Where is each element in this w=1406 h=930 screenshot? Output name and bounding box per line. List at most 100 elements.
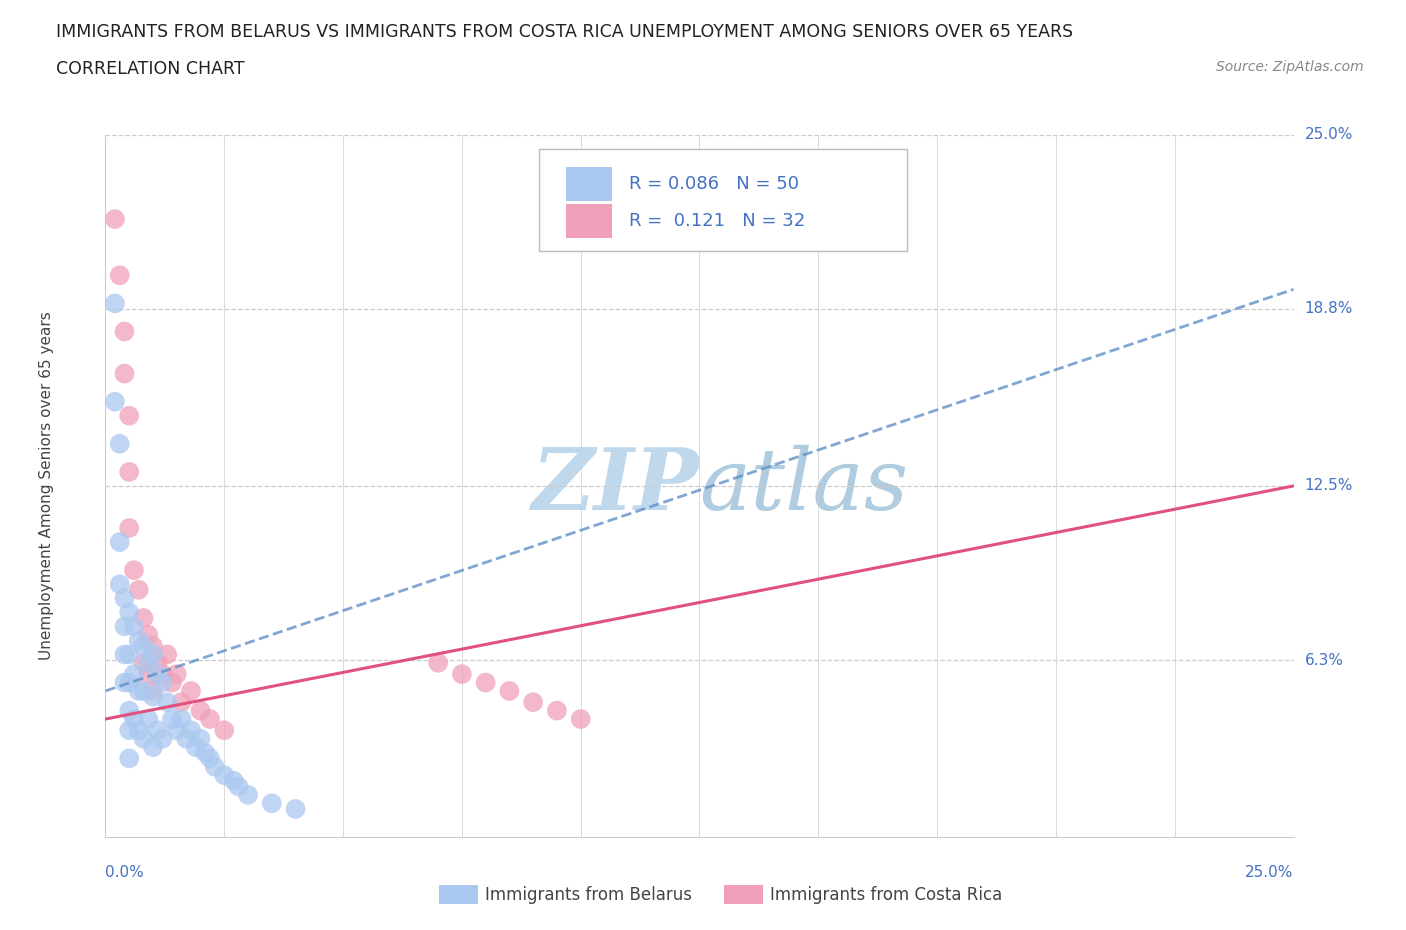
Text: 0.0%: 0.0% xyxy=(105,865,145,880)
Point xyxy=(214,723,236,737)
Point xyxy=(190,703,212,718)
Point xyxy=(160,711,183,726)
Point xyxy=(118,521,141,536)
Text: R = 0.086   N = 50: R = 0.086 N = 50 xyxy=(630,175,800,193)
Text: 18.8%: 18.8% xyxy=(1305,301,1353,316)
Point xyxy=(228,779,250,794)
Text: atlas: atlas xyxy=(700,445,908,527)
Text: Immigrants from Belarus: Immigrants from Belarus xyxy=(485,885,692,904)
FancyBboxPatch shape xyxy=(567,167,612,201)
Point xyxy=(108,577,131,591)
Point xyxy=(190,731,212,746)
Point xyxy=(108,436,131,451)
Point xyxy=(160,675,183,690)
Point xyxy=(180,684,202,698)
Point xyxy=(136,667,159,682)
Point xyxy=(118,647,141,662)
Text: ZIP: ZIP xyxy=(531,445,700,527)
Point xyxy=(132,639,155,654)
Point xyxy=(214,768,236,783)
Point xyxy=(156,647,179,662)
Point xyxy=(132,684,155,698)
Point xyxy=(498,684,520,698)
Point xyxy=(136,711,159,726)
Point xyxy=(180,723,202,737)
Point xyxy=(142,647,165,662)
Point xyxy=(142,639,165,654)
Point xyxy=(236,788,259,803)
Point xyxy=(222,774,245,789)
Point xyxy=(114,647,136,662)
Point xyxy=(166,667,188,682)
Point xyxy=(128,633,150,648)
Point xyxy=(128,582,150,597)
Point xyxy=(132,656,155,671)
Point xyxy=(450,667,472,682)
Point xyxy=(146,667,169,682)
Point xyxy=(569,711,592,726)
Point xyxy=(166,723,188,737)
Point xyxy=(118,675,141,690)
Point xyxy=(104,212,127,227)
Point xyxy=(427,656,450,671)
Text: Source: ZipAtlas.com: Source: ZipAtlas.com xyxy=(1216,60,1364,74)
Point xyxy=(152,731,174,746)
Point xyxy=(122,667,145,682)
Point xyxy=(118,464,141,479)
FancyBboxPatch shape xyxy=(538,149,907,251)
Point xyxy=(170,695,193,710)
Text: CORRELATION CHART: CORRELATION CHART xyxy=(56,60,245,78)
Point xyxy=(114,591,136,605)
Point xyxy=(132,610,155,625)
Text: Unemployment Among Seniors over 65 years: Unemployment Among Seniors over 65 years xyxy=(38,312,53,660)
Point xyxy=(152,675,174,690)
Point xyxy=(118,703,141,718)
Point xyxy=(122,619,145,634)
Point xyxy=(136,656,159,671)
Point xyxy=(522,695,544,710)
Point xyxy=(146,656,169,671)
Text: Immigrants from Costa Rica: Immigrants from Costa Rica xyxy=(770,885,1002,904)
Point xyxy=(118,604,141,619)
Point xyxy=(132,731,155,746)
Point xyxy=(118,751,141,765)
Point xyxy=(198,751,221,765)
Text: IMMIGRANTS FROM BELARUS VS IMMIGRANTS FROM COSTA RICA UNEMPLOYMENT AMONG SENIORS: IMMIGRANTS FROM BELARUS VS IMMIGRANTS FR… xyxy=(56,23,1073,41)
FancyBboxPatch shape xyxy=(567,205,612,238)
Point xyxy=(104,296,127,311)
Point xyxy=(474,675,496,690)
Point xyxy=(142,689,165,704)
Point xyxy=(170,711,193,726)
Text: 25.0%: 25.0% xyxy=(1246,865,1294,880)
Point xyxy=(114,675,136,690)
Point xyxy=(204,759,226,774)
Point xyxy=(118,408,141,423)
Point xyxy=(284,802,307,817)
Point xyxy=(184,739,207,754)
Point xyxy=(142,739,165,754)
Point xyxy=(128,723,150,737)
Point xyxy=(174,731,197,746)
Point xyxy=(546,703,568,718)
Point xyxy=(122,563,145,578)
Point xyxy=(136,628,159,643)
Point xyxy=(194,745,217,760)
Point xyxy=(260,796,283,811)
Point xyxy=(152,667,174,682)
Text: R =  0.121   N = 32: R = 0.121 N = 32 xyxy=(630,212,806,231)
Point xyxy=(114,324,136,339)
Text: 25.0%: 25.0% xyxy=(1305,127,1353,142)
Text: 12.5%: 12.5% xyxy=(1305,478,1353,494)
Point xyxy=(142,684,165,698)
Point xyxy=(146,723,169,737)
Text: 6.3%: 6.3% xyxy=(1305,653,1344,668)
Point xyxy=(108,535,131,550)
Point xyxy=(198,711,221,726)
Point xyxy=(128,684,150,698)
Point xyxy=(104,394,127,409)
Point xyxy=(108,268,131,283)
Point xyxy=(122,711,145,726)
Point xyxy=(156,695,179,710)
Point xyxy=(118,723,141,737)
Point xyxy=(114,619,136,634)
